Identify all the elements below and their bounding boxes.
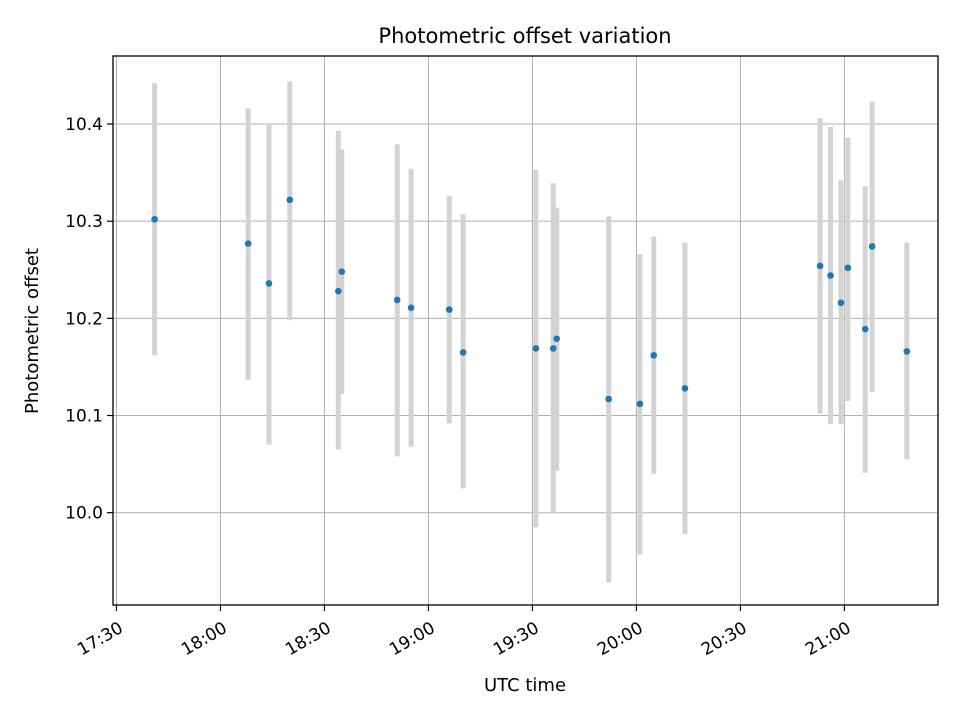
x-tick-label: 19:30: [490, 618, 542, 660]
data-point: [605, 395, 612, 403]
x-tick-label: 20:30: [698, 618, 750, 660]
data-point: [868, 243, 876, 250]
x-tick-label: 17:30: [74, 618, 126, 660]
data-point: [244, 240, 252, 247]
chart-title: Photometric offset variation: [378, 24, 671, 48]
data-point: [393, 296, 401, 304]
y-tick-label: 10.3: [65, 212, 103, 232]
data-point: [335, 287, 342, 295]
y-tick-label: 10.4: [65, 115, 103, 135]
grid: [113, 56, 938, 605]
x-axis-ticks: 17:30 18:00 18:30 19:00 19:30 20:00 20:30 21:00: [74, 605, 855, 660]
x-axis-label: UTC time: [484, 675, 566, 696]
data-point: [827, 272, 834, 279]
data-point: [459, 349, 467, 356]
y-axis-label: Photometric offset: [22, 248, 43, 414]
y-tick-label: 10.0: [65, 504, 103, 524]
y-axis-ticks: 10.0 10.1 10.2 10.3 10.4: [65, 115, 113, 524]
data-point: [151, 215, 158, 223]
plot-frame: [112, 55, 939, 606]
data-point: [861, 325, 869, 333]
x-tick-label: 20:00: [594, 618, 646, 660]
data-point: [837, 299, 845, 307]
data-point: [903, 348, 911, 355]
data-point: [553, 335, 560, 343]
data-point: [650, 351, 658, 359]
data-point: [445, 306, 453, 313]
data-point: [636, 400, 644, 408]
data-point: [549, 345, 557, 352]
data-points: [151, 196, 911, 408]
data-point: [286, 196, 294, 204]
data-point: [532, 345, 540, 352]
data-point: [844, 264, 852, 272]
data-point: [265, 280, 273, 287]
y-tick-label: 10.1: [65, 407, 103, 427]
y-tick-label: 10.2: [65, 309, 103, 329]
data-point: [681, 385, 689, 392]
data-point: [338, 268, 346, 276]
x-tick-label: 19:00: [386, 618, 438, 660]
x-tick-label: 18:30: [282, 618, 334, 660]
data-point: [816, 262, 824, 270]
x-tick-label: 21:00: [802, 618, 854, 660]
errorbars: [152, 81, 910, 583]
x-tick-label: 18:00: [178, 618, 230, 660]
data-point: [407, 304, 415, 311]
